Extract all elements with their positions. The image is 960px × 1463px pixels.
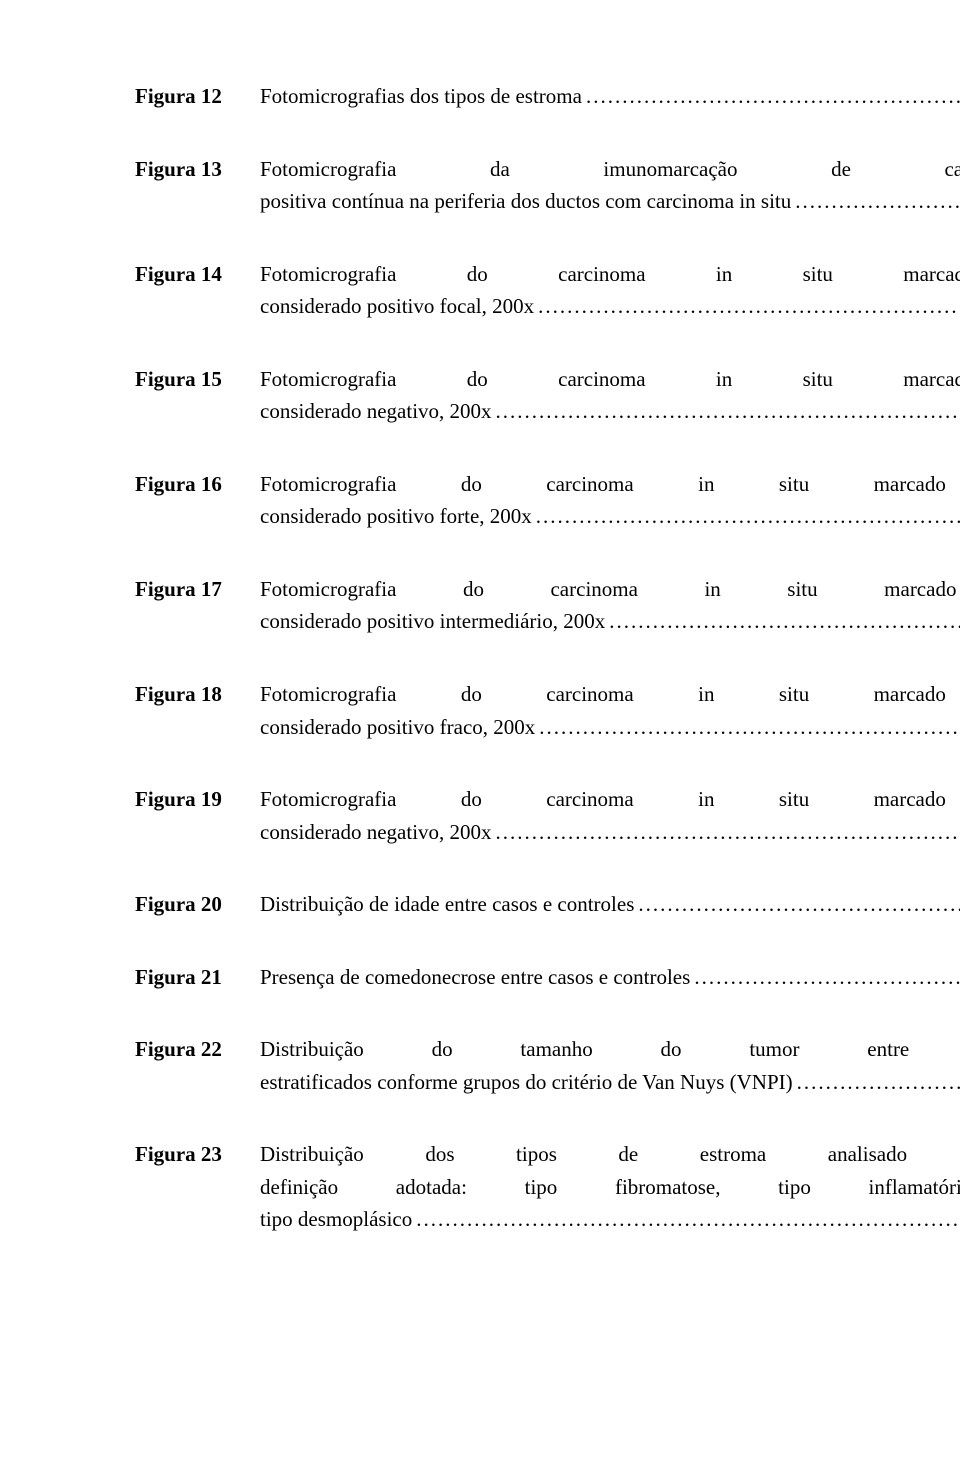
leader-dots: ........................................… [793,1066,960,1099]
figure-label: Figura 15 [135,363,260,396]
figure-label: Figura 20 [135,888,260,921]
figure-entry: Figura 22Distribuição do tamanho do tumo… [135,1033,865,1098]
figure-description-text: considerado negativo, 200x [260,395,492,428]
leader-dots: ........................................… [535,711,960,744]
figure-description-lastline: Presença de comedonecrose entre casos e … [260,961,960,994]
figure-description-lastline: estratificados conforme grupos do critér… [260,1066,960,1099]
figure-label: Figura 16 [135,468,260,501]
figure-description-line: Fotomicrografia do carcinoma in situ mar… [260,468,960,501]
figure-description-line: Fotomicrografia do carcinoma in situ mar… [260,363,960,396]
figure-description: Distribuição dos tipos de estroma analis… [260,1138,960,1236]
figure-description-line: Fotomicrografia do carcinoma in situ mar… [260,258,960,291]
figure-description-text: considerado positivo forte, 200x [260,500,532,533]
figure-description-lastline: considerado positivo forte, 200x........… [260,500,960,533]
figure-entry: Figura 13Fotomicrografia da imunomarcaçã… [135,153,865,218]
figure-entry: Figura 14Fotomicrografia do carcinoma in… [135,258,865,323]
figure-entry: Figura 23Distribuição dos tipos de estro… [135,1138,865,1236]
leader-dots: ........................................… [634,888,960,921]
figure-description: Fotomicrografia do carcinoma in situ mar… [260,678,960,743]
figure-entry: Figura 18Fotomicrografia do carcinoma in… [135,678,865,743]
figure-label: Figura 13 [135,153,260,186]
figure-label: Figura 23 [135,1138,260,1171]
figure-description-lastline: considerado negativo, 200x..............… [260,816,960,849]
figure-entry: Figura 17Fotomicrografia do carcinoma in… [135,573,865,638]
figure-description-lastline: considerado negativo, 200x..............… [260,395,960,428]
figure-description-text: considerado positivo fraco, 200x [260,711,535,744]
figure-description-line: Fotomicrografia da imunomarcação de calp… [260,153,960,186]
figure-label: Figura 14 [135,258,260,291]
figure-description: Fotomicrografia do carcinoma in situ mar… [260,783,960,848]
figure-entry: Figura 16Fotomicrografia do carcinoma in… [135,468,865,533]
figure-label: Figura 18 [135,678,260,711]
figure-description-text: considerado negativo, 200x [260,816,492,849]
figure-entry: Figura 19Fotomicrografia do carcinoma in… [135,783,865,848]
figure-description-text: Distribuição de idade entre casos e cont… [260,888,634,921]
figure-description-text: considerado positivo intermediário, 200x [260,605,605,638]
figure-description-lastline: Distribuição de idade entre casos e cont… [260,888,960,921]
figure-description-lastline: considerado positivo intermediário, 200x… [260,605,960,638]
figure-description-line: Distribuição do tamanho do tumor entre c… [260,1033,960,1066]
figure-description-text: estratificados conforme grupos do critér… [260,1066,793,1099]
figure-description-line: Fotomicrografia do carcinoma in situ mar… [260,783,960,816]
figure-description-lastline: positiva contínua na periferia dos ducto… [260,185,960,218]
leader-dots: ........................................… [532,500,960,533]
figure-entry: Figura 12Fotomicrografias dos tipos de e… [135,80,865,113]
figure-description: Fotomicrografia do carcinoma in situ mar… [260,573,960,638]
leader-dots: ........................................… [582,80,960,113]
figure-description-lastline: considerado positivo fraco, 200x........… [260,711,960,744]
leader-dots: ........................................… [534,290,960,323]
figure-entry: Figura 21Presença de comedonecrose entre… [135,961,865,994]
figure-description-text: considerado positivo focal, 200x [260,290,534,323]
leader-dots: ........................................… [412,1203,960,1236]
figure-description: Fotomicrografia do carcinoma in situ mar… [260,363,960,428]
figure-description-text: positiva contínua na periferia dos ducto… [260,185,791,218]
figure-description-line: Fotomicrografia do carcinoma in situ mar… [260,678,960,711]
figure-label: Figura 17 [135,573,260,606]
leader-dots: ........................................… [690,961,960,994]
figure-description-line: Fotomicrografia do carcinoma in situ mar… [260,573,960,606]
leader-dots: ........................................… [791,185,960,218]
leader-dots: ........................................… [492,816,960,849]
figure-description: Fotomicrografias dos tipos de estroma...… [260,80,960,113]
leader-dots: ........................................… [492,395,960,428]
figure-description: Distribuição de idade entre casos e cont… [260,888,960,921]
figure-description-lastline: Fotomicrografias dos tipos de estroma...… [260,80,960,113]
figure-label: Figura 19 [135,783,260,816]
figure-label: Figura 12 [135,80,260,113]
figure-description-text: Fotomicrografias dos tipos de estroma [260,80,582,113]
figure-description-line: definição adotada: tipo fibromatose, tip… [260,1171,960,1204]
figure-description-lastline: considerado positivo focal, 200x........… [260,290,960,323]
figure-description: Fotomicrografia do carcinoma in situ mar… [260,258,960,323]
page-container: Figura 12Fotomicrografias dos tipos de e… [0,0,960,1463]
figure-entry: Figura 15Fotomicrografia do carcinoma in… [135,363,865,428]
figure-description: Presença de comedonecrose entre casos e … [260,961,960,994]
figure-entry: Figura 20Distribuição de idade entre cas… [135,888,865,921]
figure-description-line: Distribuição dos tipos de estroma analis… [260,1138,960,1171]
figure-description-lastline: tipo desmoplásico.......................… [260,1203,960,1236]
figure-label: Figura 21 [135,961,260,994]
figure-description: Fotomicrografia da imunomarcação de calp… [260,153,960,218]
figure-description: Fotomicrografia do carcinoma in situ mar… [260,468,960,533]
figure-description: Distribuição do tamanho do tumor entre c… [260,1033,960,1098]
figure-description-text: tipo desmoplásico [260,1203,412,1236]
figure-label: Figura 22 [135,1033,260,1066]
leader-dots: ........................................… [605,605,960,638]
figure-description-text: Presença de comedonecrose entre casos e … [260,961,690,994]
